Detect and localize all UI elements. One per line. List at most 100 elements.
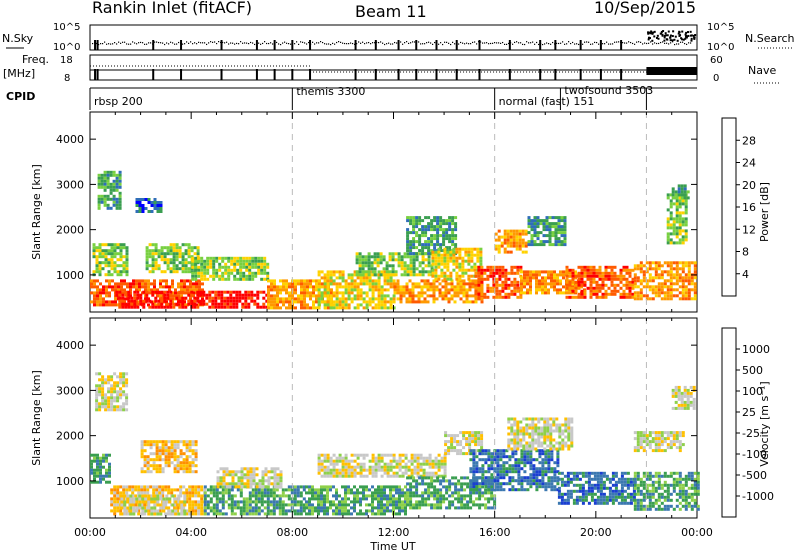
heatmap-cell (360, 303, 363, 306)
heatmap-cell (345, 303, 348, 306)
heatmap-cell (516, 233, 519, 236)
heatmap-cell (383, 491, 386, 494)
heatmap-cell (119, 372, 122, 375)
heatmap-cell (156, 470, 159, 473)
nsky-point (602, 43, 603, 44)
heatmap-cell (182, 491, 185, 494)
heatmap-cell (321, 475, 324, 478)
heatmap-cell (216, 497, 219, 500)
heatmap-cell (593, 290, 596, 293)
heatmap-cell (253, 300, 256, 303)
heatmap-cell (658, 291, 661, 294)
heatmap-cell (466, 294, 469, 297)
heatmap-cell (267, 506, 270, 509)
heatmap-cell (392, 264, 395, 267)
heatmap-cell (345, 469, 348, 472)
heatmap-cell (389, 273, 392, 276)
heatmap-cell (146, 255, 149, 258)
heatmap-cell (119, 509, 122, 512)
heatmap-cell (200, 485, 203, 488)
heatmap-cell (383, 494, 386, 497)
nsky-point (592, 43, 593, 44)
heatmap-cell (226, 291, 229, 294)
heatmap-cell (489, 272, 492, 275)
heatmap-cell (267, 306, 270, 309)
heatmap-cell (98, 204, 101, 207)
heatmap-cell (197, 509, 200, 512)
heatmap-cell (327, 279, 330, 282)
heatmap-cell (409, 294, 412, 297)
heatmap-cell (118, 303, 121, 306)
heatmap-cell (246, 512, 249, 515)
heatmap-cell (273, 288, 276, 291)
heatmap-cell (125, 372, 128, 375)
heatmap-cell (409, 279, 412, 282)
heatmap-cell (547, 270, 550, 273)
heatmap-cell (670, 291, 673, 294)
heatmap-cell (365, 497, 368, 500)
heatmap-cell (224, 257, 227, 260)
heatmap-cell (220, 476, 223, 479)
nave-tick-top: 60 (710, 55, 723, 66)
heatmap-cell (318, 463, 321, 466)
heatmap-cell (529, 270, 532, 273)
heatmap-cell (381, 294, 384, 297)
heatmap-cell (320, 506, 323, 509)
heatmap-cell (427, 279, 430, 282)
heatmap-cell (173, 270, 176, 273)
heatmap-cell (529, 279, 532, 282)
heatmap-cell (229, 470, 232, 473)
heatmap-cell (474, 284, 477, 287)
heatmap-cell (593, 278, 596, 281)
heatmap-cell (110, 402, 113, 405)
heatmap-cell (543, 234, 546, 237)
heatmap-cell (458, 278, 461, 281)
heatmap-cell (531, 228, 534, 231)
heatmap-cell (243, 503, 246, 506)
heatmap-cell (507, 236, 510, 239)
heatmap-cell (366, 276, 369, 279)
heatmap-cell (362, 258, 365, 261)
heatmap-cell (116, 174, 119, 177)
heatmap-cell (522, 233, 525, 236)
heatmap-cell (393, 297, 396, 300)
heatmap-cell (529, 291, 532, 294)
heatmap-cell (498, 269, 501, 272)
heatmap-cell (138, 495, 141, 498)
heatmap-cell (620, 287, 623, 290)
heatmap-cell (353, 506, 356, 509)
heatmap-cell (96, 264, 99, 267)
heatmap-cell (480, 284, 483, 287)
heatmap-cell (262, 473, 265, 476)
heatmap-cell (424, 231, 427, 234)
heatmap-cell (161, 491, 164, 494)
nsky-point (570, 43, 571, 44)
heatmap-cell (155, 258, 158, 261)
heatmap-cell (138, 282, 141, 285)
heatmap-cell (315, 288, 318, 291)
heatmap-cell (254, 272, 257, 275)
nsky-point (214, 41, 215, 42)
heatmap-cell (667, 223, 670, 226)
heatmap-cell (649, 273, 652, 276)
heatmap-cell (575, 287, 578, 290)
heatmap-cell (520, 282, 523, 285)
heatmap-cell (372, 294, 375, 297)
heatmap-cell (658, 264, 661, 267)
heatmap-cell (124, 291, 127, 294)
heatmap-cell (458, 266, 461, 269)
heatmap-cell (378, 288, 381, 291)
heatmap-cell (270, 279, 273, 282)
heatmap-cell (559, 279, 562, 282)
nsky-point (546, 42, 547, 43)
heatmap-cell (411, 472, 414, 475)
heatmap-cell (362, 261, 365, 264)
heatmap-cell (544, 279, 547, 282)
heatmap-cell (682, 288, 685, 291)
heatmap-cell (330, 291, 333, 294)
heatmap-cell (119, 375, 122, 378)
heatmap-cell (170, 488, 173, 491)
nsky-point (312, 42, 313, 43)
heatmap-cell (213, 488, 216, 491)
heatmap-cell (463, 285, 466, 288)
